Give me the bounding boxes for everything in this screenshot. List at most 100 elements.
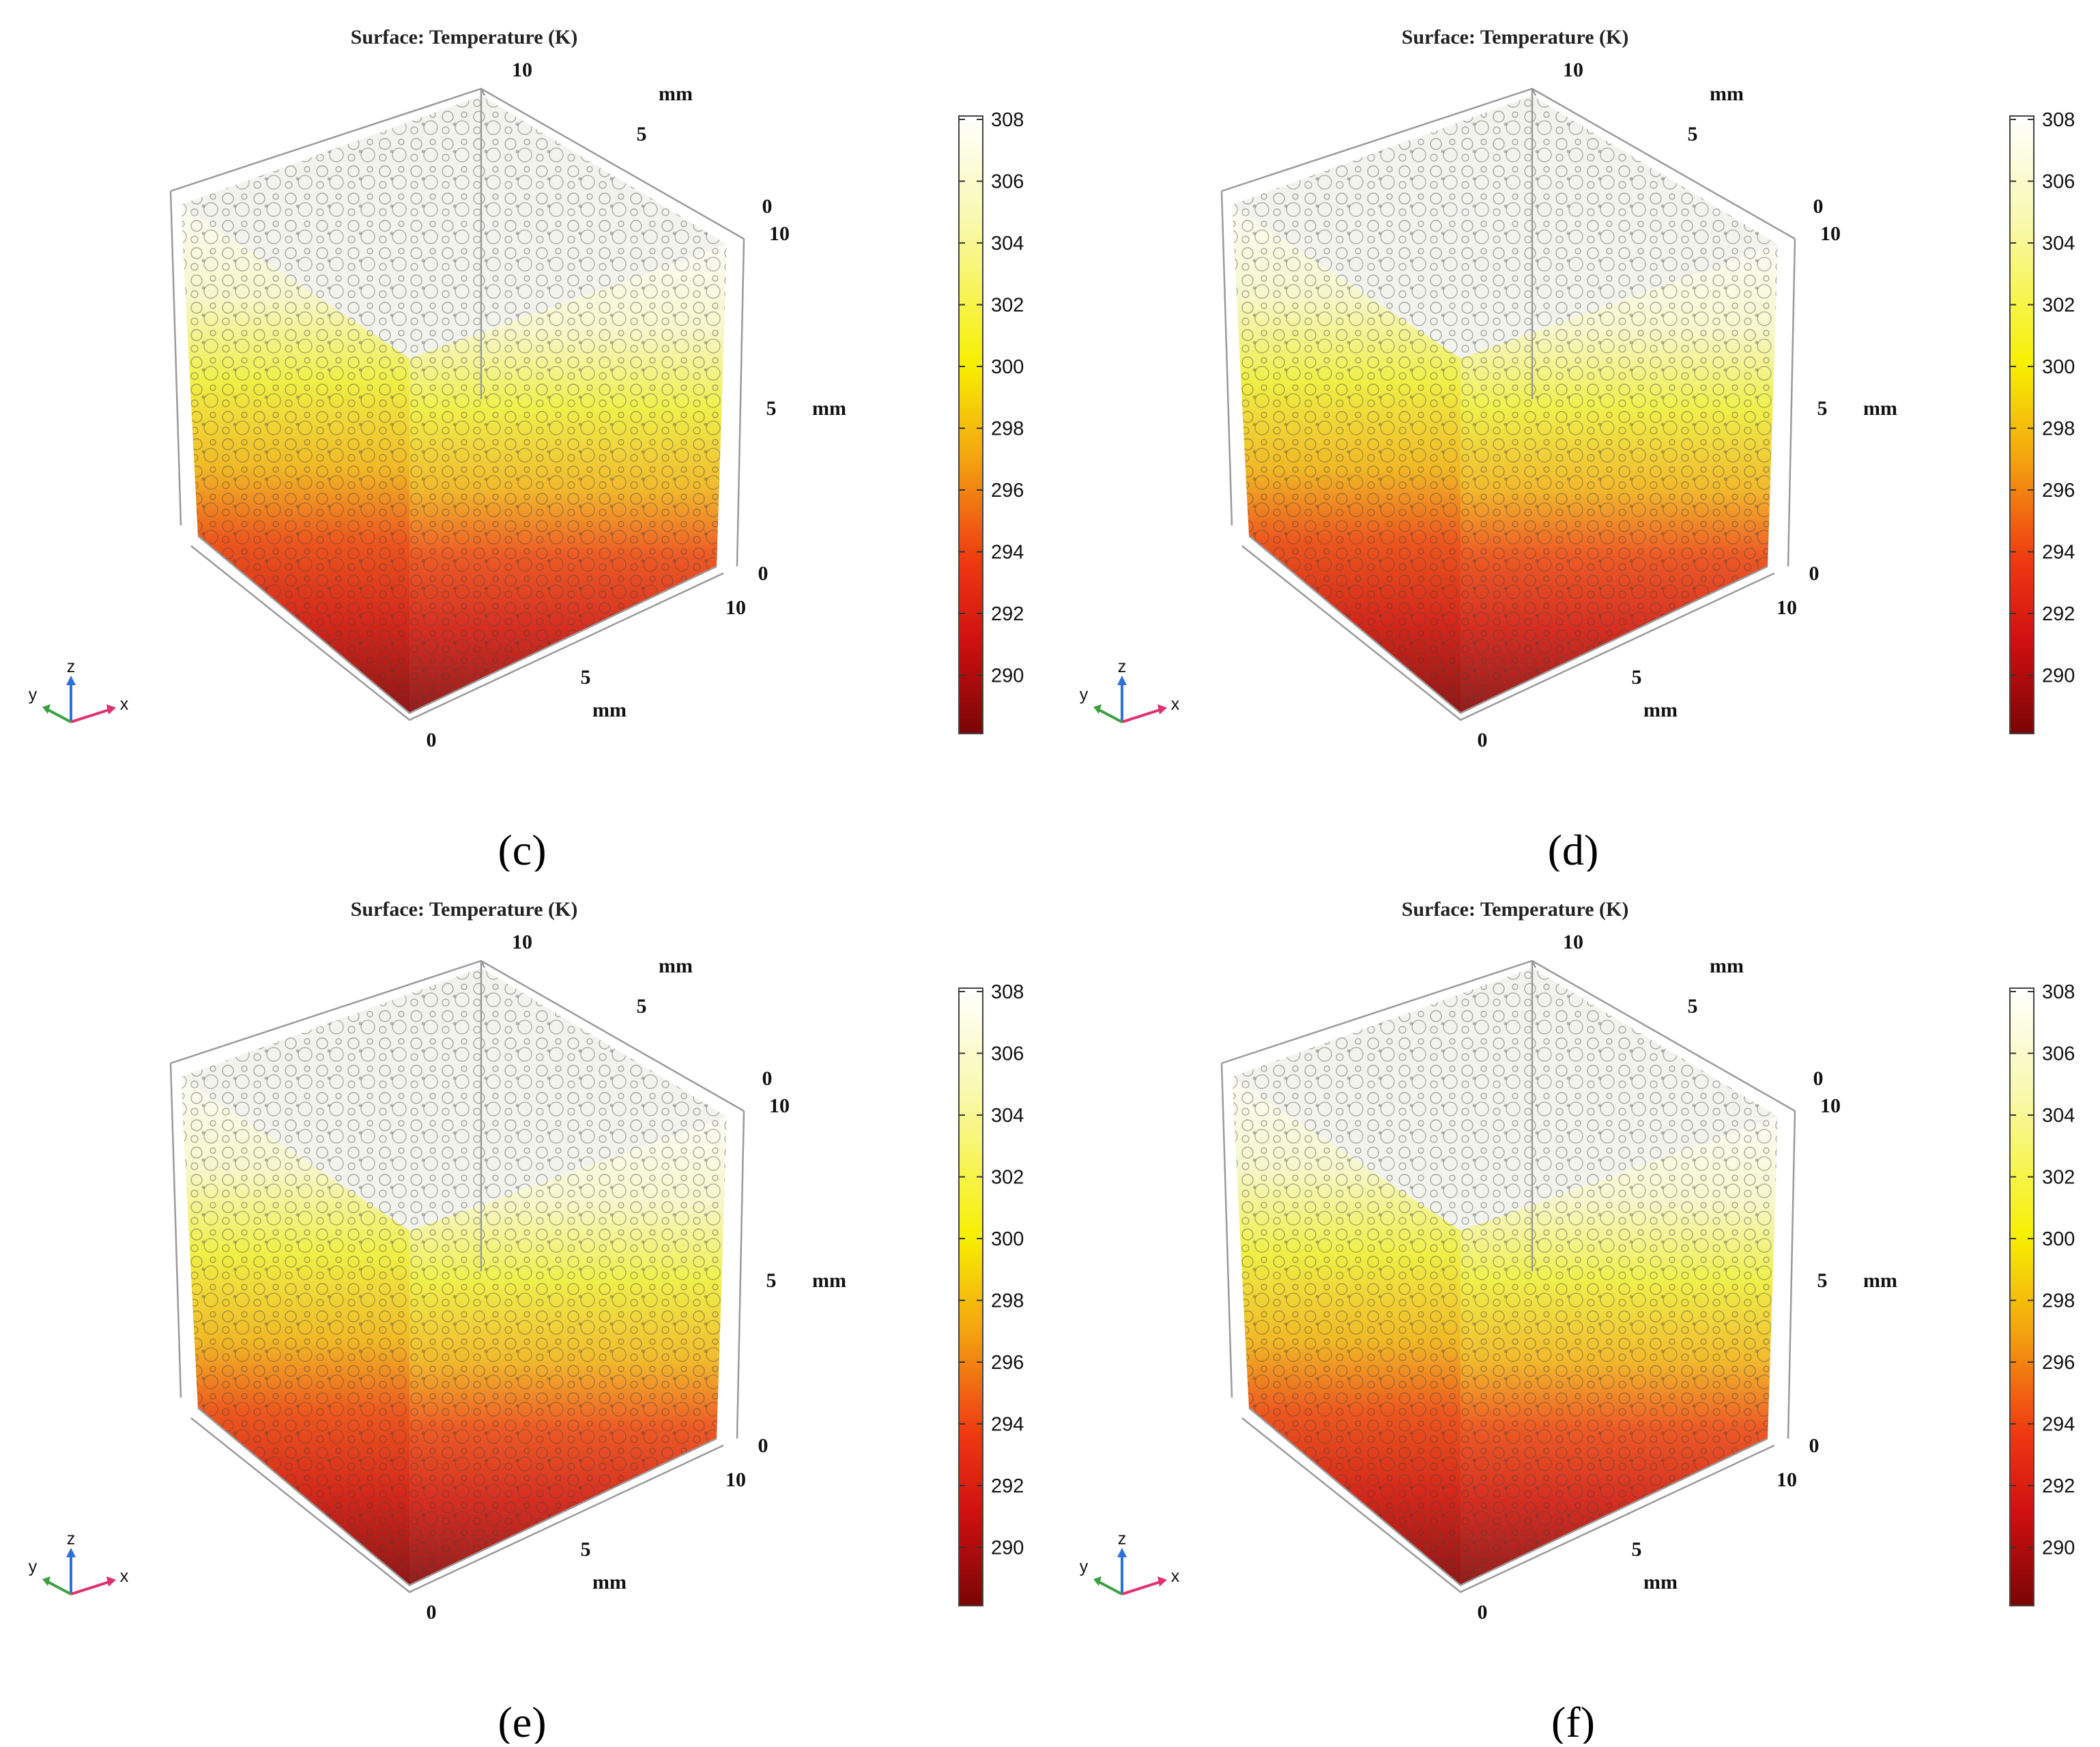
colorbar: 308 306 304 302 300 298 296 294 292 290 <box>958 981 1024 1606</box>
panel-caption: (f) <box>1551 1698 1595 1744</box>
tick-bottom-5: 5 <box>581 1538 591 1561</box>
cube-bubbles-right <box>1461 244 1778 713</box>
panel-caption: (e) <box>498 1698 546 1744</box>
colorbar-bar <box>958 115 983 734</box>
tick-z-top-0: 0 <box>1813 1067 1824 1090</box>
tick-z-5: 5 <box>1817 397 1828 420</box>
tick-z-top-0: 0 <box>762 1067 773 1090</box>
tick-bottom-5: 5 <box>581 666 591 689</box>
triad-y-label: y <box>1080 685 1089 704</box>
axis-triad: z x y <box>1080 657 1180 723</box>
colorbar-tick-label: 304 <box>991 233 1024 255</box>
tick-top-10: 10 <box>1563 59 1583 81</box>
tick-top-mm: mm <box>1710 955 1744 977</box>
colorbar-tick-label: 298 <box>991 1290 1024 1312</box>
tick-z-10: 10 <box>1820 1095 1841 1117</box>
axis-triad: z x y <box>29 1529 129 1596</box>
triad-z-label: z <box>1118 657 1127 676</box>
panel-caption: (d) <box>1548 826 1599 871</box>
colorbar-ticks: 308 306 304 302 300 298 296 294 292 290 <box>2010 981 2075 1559</box>
colorbar: 308 306 304 302 300 298 296 294 292 290 <box>2009 981 2075 1606</box>
temperature-cube <box>1232 968 1778 1585</box>
colorbar: 308 306 304 302 300 298 296 294 292 290 <box>958 109 1024 734</box>
tick-top-10: 10 <box>512 931 532 953</box>
colorbar-tick-label: 294 <box>991 542 1024 564</box>
plot-title: Surface: Temperature (K) <box>351 26 578 48</box>
colorbar-tick-label: 298 <box>2042 418 2075 440</box>
tick-bottom-10: 10 <box>1777 1469 1797 1491</box>
colorbar-ticks: 308 306 304 302 300 298 296 294 292 290 <box>959 109 1024 687</box>
colorbar-tick-label: 300 <box>2042 1228 2075 1250</box>
colorbar-tick-label: 290 <box>991 1537 1024 1559</box>
colorbar-tick-label: 308 <box>2042 109 2075 131</box>
cube-bubbles-top <box>1232 96 1778 358</box>
cube-bubbles-left <box>1232 205 1461 713</box>
tick-z-5: 5 <box>1817 1269 1828 1292</box>
colorbar-tick-label: 300 <box>991 1228 1024 1250</box>
colorbar-tick-label: 304 <box>991 1105 1024 1127</box>
colorbar-tick-label: 304 <box>2042 1105 2075 1127</box>
figure-panel-1: Surface: Temperature (K) 10 mm 5 0 1 <box>1051 0 2100 874</box>
figure-panel-2: Surface: Temperature (K) 10 mm 5 0 1 <box>0 872 1050 1746</box>
colorbar-tick-label: 302 <box>991 295 1024 317</box>
cube-bubbles-top <box>1232 968 1778 1230</box>
colorbar-tick-label: 302 <box>2042 295 2075 317</box>
tick-z-mm: mm <box>1863 397 1897 420</box>
triad-x-label: x <box>120 1567 129 1586</box>
colorbar-tick-label: 300 <box>2042 356 2075 378</box>
tick-z-10: 10 <box>769 1095 790 1117</box>
colorbar-tick-label: 306 <box>2042 171 2075 193</box>
tick-z-0: 0 <box>1809 562 1819 585</box>
tick-top-mm: mm <box>1710 83 1744 105</box>
colorbar-bar <box>958 987 983 1606</box>
tick-bottom-10: 10 <box>725 596 746 619</box>
tick-bottom-mm: mm <box>1643 1571 1678 1593</box>
tick-z-0: 0 <box>758 562 768 585</box>
tick-top-5: 5 <box>1688 123 1698 145</box>
triad-z-label: z <box>67 1529 76 1548</box>
tick-top-10: 10 <box>512 59 532 81</box>
triad-z-label: z <box>67 657 76 676</box>
triad-z-label: z <box>1118 1529 1127 1548</box>
axis-labels: 10 mm 5 0 10 5 mm 0 10 5 mm 0 <box>427 59 846 751</box>
colorbar-tick-label: 296 <box>991 1352 1024 1374</box>
tick-z-10: 10 <box>769 222 790 245</box>
axis-labels: 10 mm 5 0 10 5 mm 0 10 5 mm 0 <box>1478 59 1897 751</box>
tick-bottom-5: 5 <box>1632 1538 1642 1561</box>
tick-top-mm: mm <box>659 955 693 977</box>
cube-bubbles-right <box>1461 1116 1778 1585</box>
triad-y-label: y <box>29 1557 38 1576</box>
colorbar-tick-label: 292 <box>991 1475 1024 1497</box>
tick-z-top-0: 0 <box>1813 195 1824 218</box>
tick-bottom-0: 0 <box>1478 1601 1488 1623</box>
triad-y-label: y <box>1080 1557 1089 1576</box>
tick-z-top-0: 0 <box>762 195 773 218</box>
colorbar-tick-label: 308 <box>991 981 1024 1003</box>
cube-bubbles-right <box>409 1116 727 1585</box>
tick-top-5: 5 <box>1688 995 1698 1017</box>
tick-z-5: 5 <box>766 1269 777 1292</box>
colorbar-tick-label: 292 <box>2042 1475 2075 1497</box>
colorbar: 308 306 304 302 300 298 296 294 292 290 <box>2009 109 2075 734</box>
tick-bottom-5: 5 <box>1632 666 1642 689</box>
colorbar-tick-label: 296 <box>2042 480 2075 502</box>
tick-bottom-10: 10 <box>1777 596 1797 619</box>
colorbar-tick-label: 306 <box>991 171 1024 193</box>
colorbar-tick-label: 294 <box>2042 542 2075 564</box>
colorbar-tick-label: 290 <box>2042 1537 2075 1559</box>
tick-z-0: 0 <box>1809 1434 1819 1457</box>
temperature-cube <box>181 968 727 1585</box>
colorbar-tick-label: 306 <box>991 1043 1024 1065</box>
colorbar-tick-label: 306 <box>2042 1043 2075 1065</box>
tick-bottom-mm: mm <box>1643 699 1678 721</box>
axis-triad: z x y <box>29 657 129 723</box>
temperature-cube <box>1232 96 1778 713</box>
colorbar-tick-label: 302 <box>2042 1167 2075 1189</box>
colorbar-tick-label: 294 <box>2042 1414 2075 1436</box>
colorbar-tick-label: 290 <box>991 665 1024 687</box>
tick-z-0: 0 <box>758 1434 768 1457</box>
tick-z-10: 10 <box>1820 222 1841 245</box>
colorbar-bar <box>2009 987 2034 1606</box>
tick-z-mm: mm <box>812 397 846 420</box>
cube-bubbles-right <box>409 244 727 713</box>
